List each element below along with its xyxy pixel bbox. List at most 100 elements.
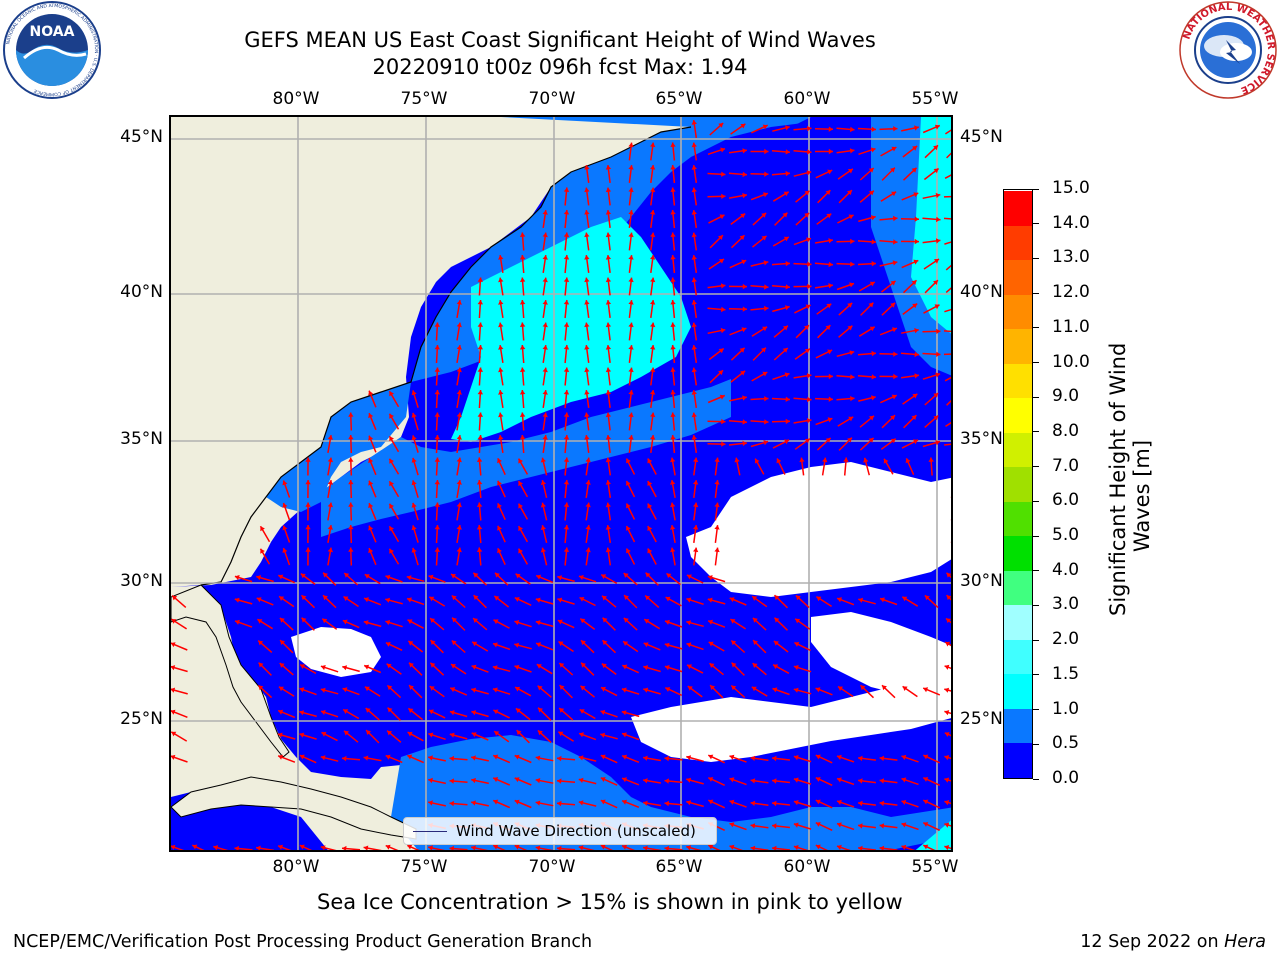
wind-wave-arrow bbox=[327, 524, 333, 544]
wind-wave-arrow bbox=[473, 594, 487, 609]
wind-wave-arrow bbox=[945, 264, 951, 271]
wind-wave-arrow bbox=[535, 778, 554, 784]
wind-wave-arrow bbox=[707, 193, 726, 199]
wind-wave-arrow bbox=[836, 799, 855, 808]
wind-wave-arrow bbox=[772, 664, 790, 674]
wind-wave-arrow bbox=[628, 255, 634, 273]
footer-date: 12 Sep 2022 on bbox=[1080, 932, 1225, 952]
wind-wave-arrow bbox=[600, 732, 618, 740]
wind-wave-arrow bbox=[477, 367, 483, 386]
colorbar-label: 3.0 bbox=[1052, 594, 1080, 615]
wind-wave-arrow bbox=[750, 305, 769, 312]
wind-wave-arrow bbox=[456, 389, 462, 409]
lon-tick-bottom: 70°W bbox=[528, 857, 576, 877]
wind-wave-arrow bbox=[922, 687, 941, 696]
wind-wave-arrow bbox=[477, 344, 483, 364]
wind-wave-arrow bbox=[879, 778, 898, 784]
wind-wave-arrow bbox=[836, 844, 851, 850]
lon-tick-bottom: 65°W bbox=[655, 857, 703, 877]
wind-wave-arrow bbox=[772, 191, 790, 202]
wind-wave-arrow bbox=[707, 777, 726, 786]
wind-wave-arrow bbox=[664, 642, 683, 650]
wind-wave-arrow bbox=[343, 595, 359, 608]
wind-wave-arrow bbox=[537, 707, 552, 721]
colorbar-label: 10.0 bbox=[1052, 351, 1090, 372]
wind-wave-arrow bbox=[621, 732, 640, 741]
wind-wave-arrow bbox=[750, 845, 769, 850]
colorbar-tick bbox=[1033, 500, 1039, 502]
footer-left: NCEP/EMC/Verification Post Processing Pr… bbox=[13, 932, 593, 952]
lon-tick-top: 60°W bbox=[783, 89, 831, 109]
wind-wave-arrow bbox=[944, 732, 951, 737]
wind-wave-arrow bbox=[563, 232, 570, 251]
colorbar-label: 4.0 bbox=[1052, 559, 1080, 580]
wind-wave-arrow bbox=[924, 415, 939, 428]
wind-wave-arrow bbox=[650, 412, 656, 431]
wind-wave-arrow bbox=[707, 575, 726, 583]
wind-wave-arrow bbox=[492, 754, 511, 764]
wind-wave-arrow bbox=[836, 396, 855, 402]
wind-wave-arrow bbox=[728, 283, 748, 290]
wind-wave-arrow bbox=[750, 396, 769, 402]
colorbar-segment bbox=[1004, 639, 1032, 675]
wind-wave-arrow bbox=[816, 213, 832, 225]
wind-wave-arrow bbox=[857, 126, 877, 132]
wind-wave-arrow bbox=[815, 148, 833, 155]
wind-wave-arrow bbox=[643, 687, 661, 695]
wind-wave-arrow bbox=[585, 479, 591, 499]
colorbar-label: 0.5 bbox=[1052, 733, 1080, 754]
wind-wave-arrow bbox=[363, 845, 382, 850]
wind-wave-arrow bbox=[305, 457, 311, 476]
wind-wave-arrow bbox=[691, 344, 698, 364]
wind-wave-arrow bbox=[514, 844, 528, 850]
wind-wave-arrow bbox=[363, 664, 382, 674]
wind-wave-arrow bbox=[859, 190, 875, 203]
wind-wave-arrow bbox=[707, 799, 726, 809]
wind-wave-arrow bbox=[348, 524, 354, 544]
wind-wave-arrow bbox=[944, 641, 951, 647]
wind-wave-arrow bbox=[815, 595, 833, 608]
wind-wave-arrow bbox=[388, 503, 400, 520]
wind-wave-arrow bbox=[944, 777, 951, 783]
wind-wave-arrow bbox=[691, 299, 698, 319]
wind-wave-arrow bbox=[563, 344, 570, 364]
wind-wave-arrow bbox=[621, 844, 636, 850]
wind-wave-arrow bbox=[838, 302, 853, 316]
wind-wave-arrow bbox=[838, 437, 853, 451]
chart-title: GEFS MEAN US East Coast Significant Heig… bbox=[244, 28, 876, 52]
wind-wave-arrow bbox=[542, 232, 548, 251]
wind-wave-arrow bbox=[578, 732, 597, 741]
wind-wave-arrow bbox=[498, 344, 504, 364]
wind-wave-arrow bbox=[498, 367, 504, 386]
florida-land bbox=[171, 584, 290, 758]
wind-wave-arrow bbox=[477, 277, 483, 296]
wind-wave-arrow bbox=[650, 344, 656, 364]
lat-tick-right: 35°N bbox=[960, 429, 1003, 449]
wind-wave-arrow bbox=[327, 434, 333, 454]
wind-wave-arrow bbox=[605, 210, 612, 228]
wind-wave-arrow bbox=[922, 777, 941, 786]
wind-wave-arrow bbox=[880, 191, 897, 202]
wind-wave-arrow bbox=[368, 480, 377, 498]
wind-wave-arrow bbox=[944, 376, 951, 382]
wind-wave-arrow bbox=[584, 299, 590, 319]
nws-logo: NATIONAL WEATHER SERVICE bbox=[1178, 0, 1278, 100]
mask-area-south bbox=[631, 677, 951, 762]
wind-wave-arrow bbox=[795, 212, 810, 226]
wind-wave-arrow bbox=[670, 187, 676, 206]
wind-wave-arrow bbox=[843, 457, 849, 476]
wind-wave-arrow bbox=[664, 619, 683, 628]
wind-wave-arrow bbox=[536, 663, 553, 675]
wind-wave-arrow bbox=[578, 800, 597, 807]
wind-wave-arrow bbox=[621, 754, 640, 763]
wind-wave-arrow bbox=[670, 524, 676, 544]
wind-wave-arrow bbox=[644, 595, 660, 608]
wind-wave-arrow bbox=[320, 687, 339, 695]
sea-ice-note: Sea Ice Concentration > 15% is shown in … bbox=[317, 890, 903, 914]
wind-wave-arrow bbox=[584, 389, 590, 409]
wind-wave-arrow bbox=[754, 458, 765, 475]
wind-wave-arrow bbox=[540, 547, 548, 566]
lon-tick-top: 65°W bbox=[655, 89, 703, 109]
wind-wave-arrow bbox=[557, 575, 575, 583]
colorbar-tick bbox=[1033, 396, 1039, 398]
